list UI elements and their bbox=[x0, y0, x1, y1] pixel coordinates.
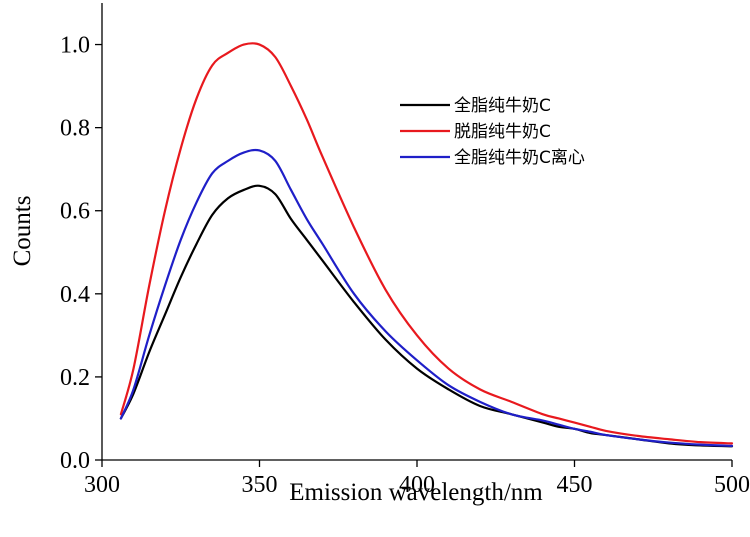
y-tick-label: 0.6 bbox=[60, 199, 90, 225]
x-tick-label: 400 bbox=[399, 472, 435, 498]
x-tick-label: 450 bbox=[557, 472, 593, 498]
x-ticks: 300 350 400 450 500 bbox=[84, 460, 750, 498]
plot-series bbox=[119, 42, 734, 448]
x-axis-title: Emission wavelength/nm bbox=[289, 479, 543, 506]
x-tick-label: 300 bbox=[84, 472, 120, 498]
y-axis-title: Counts bbox=[9, 196, 36, 267]
y-tick-label: 0.0 bbox=[60, 448, 90, 474]
y-tick-label: 0.8 bbox=[60, 116, 90, 142]
legend-label-3: 全脂纯牛奶C离心 bbox=[454, 148, 585, 168]
x-tick-label: 350 bbox=[242, 472, 278, 498]
y-tick-label: 0.2 bbox=[60, 365, 90, 391]
y-tick-label: 1.0 bbox=[60, 33, 90, 59]
axes bbox=[101, 3, 732, 461]
series-line-2 bbox=[119, 42, 734, 445]
legend-label-2: 脱脂纯牛奶C bbox=[454, 122, 551, 142]
series-line-3 bbox=[119, 148, 734, 447]
y-ticks: 0.0 0.2 0.4 0.6 0.8 1.0 bbox=[60, 33, 102, 474]
x-tick-label: 500 bbox=[714, 472, 750, 498]
legend-label-1: 全脂纯牛奶C bbox=[454, 96, 551, 116]
series-line-1 bbox=[119, 184, 734, 448]
legend: 全脂纯牛奶C 脱脂纯牛奶C 全脂纯牛奶C离心 bbox=[400, 96, 585, 168]
y-tick-label: 0.4 bbox=[60, 282, 90, 308]
